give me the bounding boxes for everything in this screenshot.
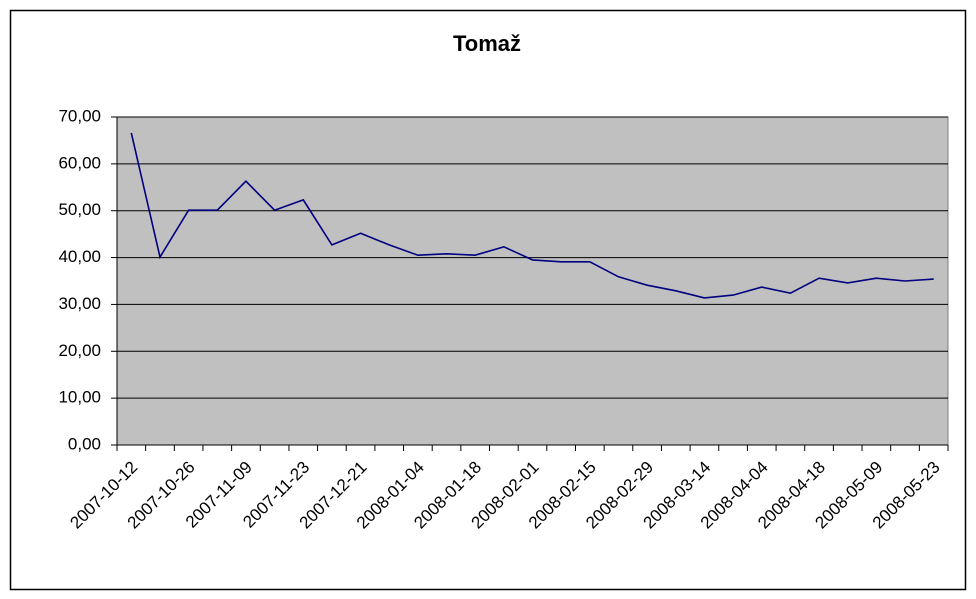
y-tick-label: 30,00 <box>58 294 101 313</box>
y-tick-label: 0,00 <box>68 434 101 453</box>
y-tick-label: 10,00 <box>58 388 101 407</box>
y-tick-label: 60,00 <box>58 153 101 172</box>
plot-area <box>116 116 949 446</box>
y-tick-label: 20,00 <box>58 341 101 360</box>
data-line <box>130 132 934 299</box>
y-tick-label: 40,00 <box>58 247 101 266</box>
chart-title: Tomaž <box>453 31 521 56</box>
y-tick-label: 70,00 <box>58 106 101 125</box>
y-tick-label: 50,00 <box>58 200 101 219</box>
